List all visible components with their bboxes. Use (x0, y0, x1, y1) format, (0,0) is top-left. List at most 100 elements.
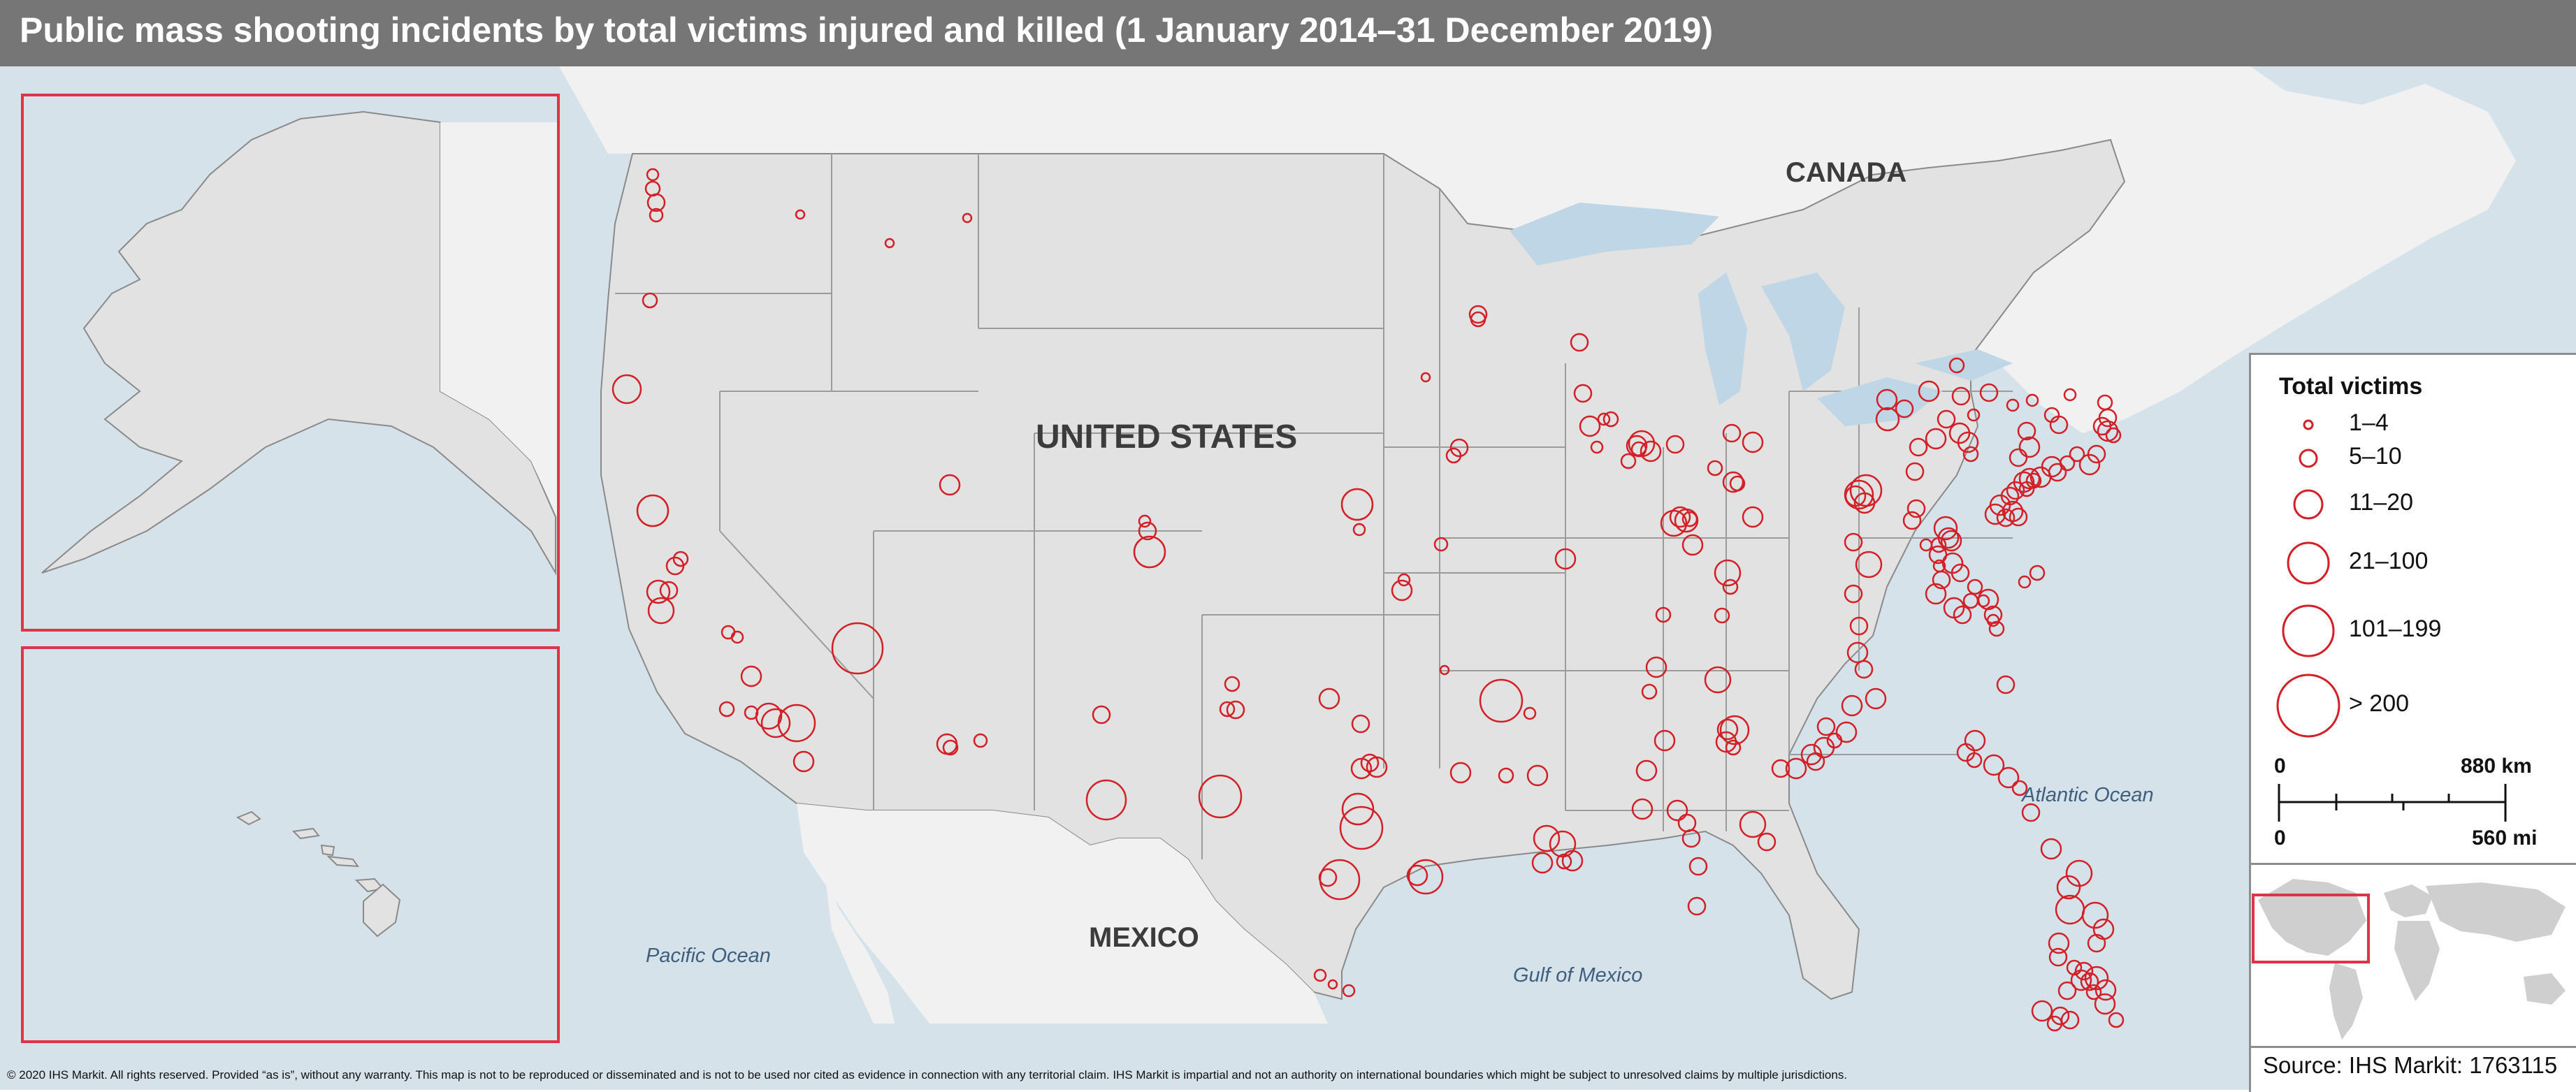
incident-marker (2006, 481, 2025, 500)
incident-marker (1816, 717, 1836, 736)
incident-marker (1669, 506, 1691, 528)
incident-marker (1964, 729, 1986, 752)
incident-marker (939, 474, 961, 496)
incident-marker (2000, 486, 2020, 506)
incident-marker (1757, 832, 1777, 852)
incident-marker (1133, 535, 1166, 569)
incident-marker (1853, 492, 1876, 514)
incident-marker (2087, 444, 2106, 464)
incident-marker (1966, 752, 1983, 769)
yukon-land (440, 122, 557, 517)
incident-marker (1092, 705, 1111, 725)
incident-marker (1366, 756, 1388, 778)
incident-marker (1318, 687, 1340, 710)
incident-marker (1479, 678, 1524, 723)
incident-marker (718, 701, 735, 718)
incident-marker (2031, 1000, 2053, 1022)
incident-marker (2006, 398, 2020, 412)
incident-marker (1919, 538, 1933, 552)
incident-marker (1498, 767, 1514, 784)
incident-marker (1408, 859, 1444, 895)
legend-symbol-11-20 (2293, 489, 2324, 520)
label-gulf-of-mexico: Gulf of Mexico (1513, 964, 1643, 987)
state-borders (615, 154, 2013, 859)
incident-marker (1397, 573, 1411, 587)
label-mexico: MEXICO (1089, 922, 1199, 953)
incident-marker (760, 708, 791, 738)
incident-marker (2017, 421, 2036, 441)
incident-marker (1340, 488, 1374, 521)
incident-marker (1722, 423, 1742, 443)
incident-marker (1996, 508, 2016, 527)
incident-marker (1666, 799, 1688, 822)
incident-marker (1722, 471, 1744, 493)
incident-marker (2059, 455, 2076, 472)
incident-marker (646, 168, 660, 182)
locator-map-canvas (2251, 865, 2576, 1048)
incident-marker (1533, 824, 1561, 852)
incident-marker (1905, 462, 1925, 481)
incident-marker (2080, 972, 2099, 991)
incident-marker (1948, 357, 1965, 374)
incident-marker (2018, 467, 2041, 490)
incident-marker (1785, 757, 1807, 780)
incident-marker (2048, 947, 2068, 967)
incident-marker (1902, 511, 1922, 530)
legend-item-label: 21–100 (2349, 548, 2429, 574)
incident-marker (1716, 718, 1739, 741)
incident-marker (2048, 463, 2067, 482)
legend: Total victims 1–4 5–10 11–20 21–100 101–… (2249, 353, 2576, 865)
incident-marker (2078, 453, 2101, 476)
incident-marker (962, 212, 973, 224)
incident-marker (1360, 753, 1380, 773)
incident-marker (1714, 607, 1730, 624)
incident-marker (612, 374, 642, 405)
legend-symbol-21-100 (2287, 541, 2330, 585)
incident-marker (1556, 853, 1572, 870)
locator-continents (2258, 879, 2566, 1040)
incident-marker (2097, 394, 2113, 411)
incident-marker (1573, 384, 1593, 403)
legend-symbols (2276, 419, 2340, 738)
great-lakes (1510, 203, 2013, 426)
incident-marker (2056, 875, 2081, 900)
incident-marker (2049, 415, 2069, 435)
scale-mi-end: 560 mi (2472, 827, 2538, 850)
incident-marker (1906, 499, 1926, 518)
scale-bar (2278, 784, 2507, 822)
incident-marker (1940, 530, 1962, 552)
incident-marker (2050, 1006, 2070, 1026)
incident-marker (793, 750, 815, 773)
title-bar: Public mass shooting incidents by total … (0, 0, 2576, 66)
incident-marker (1846, 641, 1869, 664)
incident-marker (2094, 993, 2116, 1015)
incident-marker (1630, 441, 1647, 458)
incident-marker (1350, 757, 1373, 780)
incident-marker (1979, 383, 1999, 402)
incident-marker (1925, 428, 1947, 450)
incident-marker (1631, 798, 1654, 820)
incident-marker (2046, 1015, 2063, 1032)
incident-marker (2018, 575, 2032, 589)
incident-marker (1687, 896, 1707, 916)
incident-marker (1835, 721, 1858, 743)
incident-marker (831, 622, 884, 675)
incident-marker (1844, 479, 1874, 510)
incident-marker (1341, 792, 1375, 826)
incident-marker (1997, 766, 2020, 789)
hawaii-inset-frame (21, 646, 560, 1043)
incident-marker (1855, 551, 1883, 578)
incident-marker (1957, 431, 1979, 453)
incident-marker (2018, 436, 2041, 458)
scale-mi-start: 0 (2274, 827, 2286, 850)
incident-marker (1937, 409, 1956, 429)
incident-marker (1742, 431, 1764, 453)
incident-marker (730, 630, 744, 644)
incident-marker (1681, 534, 1704, 556)
incident-marker (636, 494, 670, 527)
incident-marker (942, 739, 959, 756)
incident-marker (1342, 984, 1356, 998)
incident-marker (1339, 806, 1384, 850)
incident-marker (1665, 435, 1685, 454)
incident-marker (1433, 537, 1449, 552)
